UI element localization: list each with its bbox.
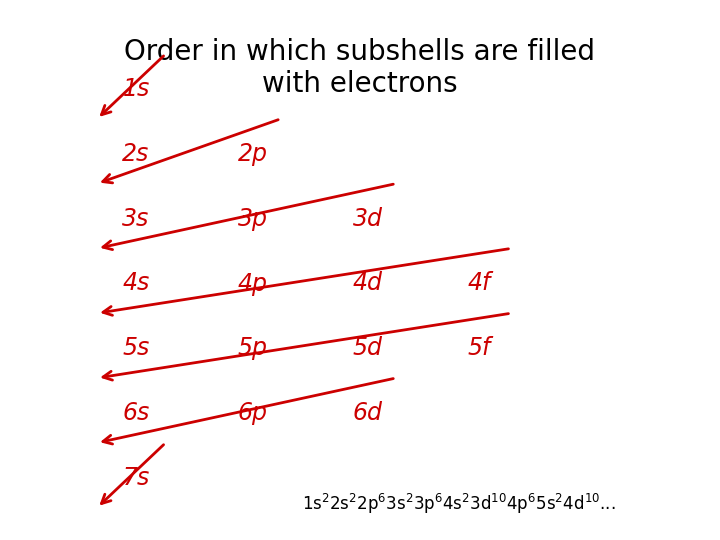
Text: 5s: 5s <box>122 336 150 360</box>
Text: 4d: 4d <box>353 272 383 295</box>
Text: 5d: 5d <box>353 336 383 360</box>
Text: 2s: 2s <box>122 142 150 166</box>
Text: 4p: 4p <box>238 272 268 295</box>
Text: 2p: 2p <box>238 142 268 166</box>
Text: 6d: 6d <box>353 401 383 425</box>
Text: 4f: 4f <box>468 272 491 295</box>
Text: 5f: 5f <box>468 336 491 360</box>
Text: 7s: 7s <box>122 466 150 490</box>
Text: 1s: 1s <box>122 77 150 101</box>
Text: 4s: 4s <box>122 272 150 295</box>
Text: 6p: 6p <box>238 401 268 425</box>
Text: 6s: 6s <box>122 401 150 425</box>
Text: 1s$^2$2s$^2$2p$^6$3s$^2$3p$^6$4s$^2$3d$^{10}$4p$^6$5s$^2$4d$^{10}$...: 1s$^2$2s$^2$2p$^6$3s$^2$3p$^6$4s$^2$3d$^… <box>302 491 616 516</box>
Text: 5p: 5p <box>238 336 268 360</box>
Text: 3p: 3p <box>238 207 268 231</box>
Text: 3d: 3d <box>353 207 383 231</box>
Text: 3s: 3s <box>122 207 150 231</box>
Text: Order in which subshells are filled
with electrons: Order in which subshells are filled with… <box>125 38 595 98</box>
